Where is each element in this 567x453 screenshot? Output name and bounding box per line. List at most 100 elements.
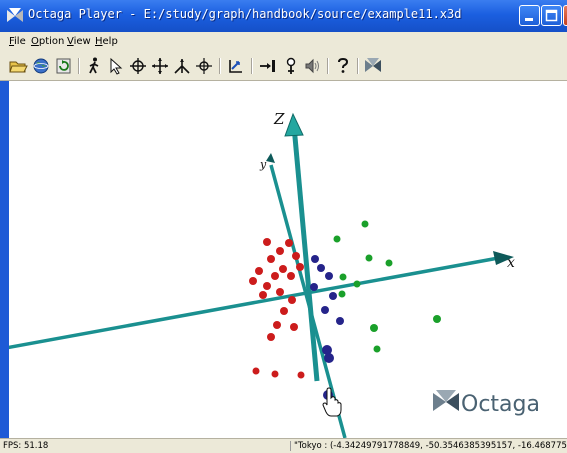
fly-button[interactable] <box>172 57 192 75</box>
scatter-point-blue <box>310 283 318 291</box>
scatter-point-red <box>292 252 300 260</box>
headlight-icon <box>286 57 296 74</box>
z-axis-arrow <box>284 112 304 137</box>
toolbar-separator <box>357 58 359 74</box>
window-title: Octaga Player - E:/study/graph/handbook/… <box>28 7 462 21</box>
scatter-point-blue <box>325 272 333 280</box>
scatter-point-blue <box>322 345 332 355</box>
minimize-icon <box>525 18 533 21</box>
hand-cursor-icon <box>322 387 342 417</box>
pointer-icon <box>110 57 123 75</box>
scatter-point-green <box>433 315 441 323</box>
x-axis <box>9 255 505 350</box>
open-folder-icon <box>9 61 28 73</box>
scatter-point-red <box>271 370 279 378</box>
pan-icon <box>152 58 168 74</box>
minimize-button[interactable] <box>519 5 540 26</box>
menu-file-label: ile <box>14 36 26 47</box>
help-button[interactable] <box>333 57 353 75</box>
refresh-button[interactable] <box>54 57 74 75</box>
maximize-icon <box>545 9 558 22</box>
help-icon <box>338 57 349 73</box>
scatter-point-red <box>267 333 275 341</box>
scatter-point-green <box>373 345 381 353</box>
scatter-point-red <box>273 321 281 329</box>
menu-help-label: elp <box>102 36 118 47</box>
scatter-point-green <box>385 259 393 267</box>
fly-icon <box>174 59 190 74</box>
scatter-point-blue <box>329 292 337 300</box>
pointer-button[interactable] <box>106 57 126 75</box>
scatter-point-red <box>267 255 275 263</box>
scatter-point-green <box>338 290 346 298</box>
scene-canvas[interactable]: Z y x Octaga <box>9 81 567 438</box>
scatter-point-blue <box>311 255 319 263</box>
seek-button[interactable] <box>258 57 278 75</box>
close-button[interactable] <box>563 5 567 26</box>
scatter-point-red <box>249 277 257 285</box>
globe-icon <box>33 58 49 74</box>
fps-readout: FPS: 51.18 <box>3 441 49 451</box>
scatter-point-red <box>297 371 305 379</box>
scatter-points <box>249 220 441 400</box>
title-bar[interactable]: Octaga Player - E:/study/graph/handbook/… <box>0 0 567 32</box>
3d-viewport[interactable]: Z y x Octaga <box>9 81 567 438</box>
menu-help[interactable]: Help <box>95 36 118 47</box>
scatter-point-blue <box>321 306 329 314</box>
x-axis-arrow <box>493 251 514 265</box>
octaga-watermark-icon <box>433 390 459 411</box>
scatter-point-red <box>252 367 260 375</box>
speaker-button[interactable] <box>303 57 323 75</box>
speaker-icon <box>305 58 319 74</box>
octaga-watermark-text: Octaga <box>461 392 540 417</box>
globe-button[interactable] <box>31 57 51 75</box>
toolbar-separator <box>78 58 80 74</box>
scatter-point-red <box>259 291 267 299</box>
menu-view-label: iew <box>73 36 91 47</box>
pan-button[interactable] <box>150 57 170 75</box>
scatter-point-red <box>290 323 298 331</box>
scatter-point-red <box>276 288 284 296</box>
menu-file-mnemonic: F <box>9 36 15 47</box>
scatter-point-red <box>296 263 304 271</box>
toolbar <box>0 52 567 81</box>
scatter-point-red <box>263 282 271 290</box>
scatter-point-red <box>288 296 296 304</box>
viewpoint-readout: "Tokyo : (-4.34249791778849, -50.3546385… <box>290 441 567 451</box>
scatter-point-red <box>271 272 279 280</box>
scatter-point-blue <box>317 264 325 272</box>
scatter-point-red <box>255 267 263 275</box>
scatter-point-green <box>353 280 361 288</box>
open-button[interactable] <box>8 57 28 75</box>
octaga-icon <box>365 58 381 72</box>
examine-icon <box>130 58 146 74</box>
axes: Z y x <box>9 110 515 438</box>
crosshair-icon <box>196 58 212 74</box>
scatter-point-red <box>263 238 271 246</box>
scatter-point-green <box>370 324 378 332</box>
octaga-button[interactable] <box>363 57 383 75</box>
scatter-point-blue <box>336 317 344 325</box>
window-border <box>0 81 9 438</box>
menu-file[interactable]: File <box>9 36 26 47</box>
scatter-point-green <box>365 254 373 262</box>
menu-help-mnemonic: H <box>95 36 103 47</box>
menu-bar: File Option View Help <box>0 32 567 52</box>
straighten-icon <box>229 60 242 73</box>
scatter-point-red <box>280 307 288 315</box>
menu-option[interactable]: Option <box>31 36 64 47</box>
menu-view-mnemonic: V <box>67 36 74 47</box>
status-bar: FPS: 51.18 "Tokyo : (-4.34249791778849, … <box>0 438 567 453</box>
maximize-button[interactable] <box>541 5 562 26</box>
walk-button[interactable] <box>84 57 104 75</box>
scatter-point-green <box>361 220 369 228</box>
menu-view[interactable]: View <box>67 36 91 47</box>
crosshair-button[interactable] <box>194 57 214 75</box>
straighten-button[interactable] <box>226 57 246 75</box>
scatter-point-green <box>339 273 347 281</box>
examine-button[interactable] <box>128 57 148 75</box>
menu-option-mnemonic: O <box>31 36 39 47</box>
headlight-button[interactable] <box>281 57 301 75</box>
scatter-point-red <box>276 247 284 255</box>
